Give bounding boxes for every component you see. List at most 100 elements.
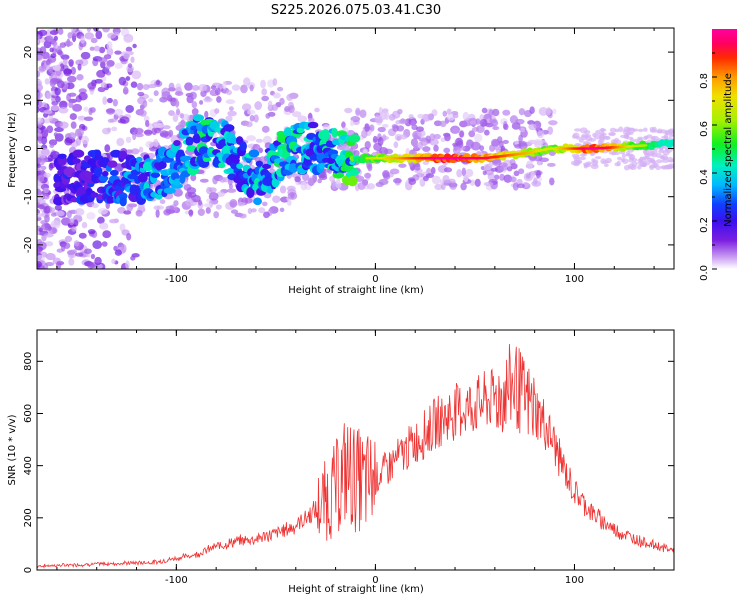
spectrogram-noise-cell <box>243 77 251 86</box>
spectrogram-noise-cell <box>70 28 77 32</box>
spectrogram-noise-cell <box>267 100 273 110</box>
spectrogram-noise-cell <box>276 86 284 92</box>
spectrogram-noise-cell <box>330 180 337 187</box>
spectrogram-noise-cell <box>90 37 98 44</box>
spectrogram-noise-cell <box>230 209 239 214</box>
spectrogram-noise-cell <box>621 158 629 164</box>
spectrogram-noise-cell <box>655 165 661 171</box>
spectrogram-noise-cell <box>389 168 400 175</box>
spectrogram-track-cell <box>322 129 329 137</box>
spectrogram-noise-cell <box>66 249 76 256</box>
spectrogram-noise-cell <box>272 195 281 203</box>
spectrogram-noise-cell <box>37 212 43 218</box>
spectrogram-track-cell <box>236 163 244 170</box>
spectrogram-noise-cell <box>197 208 205 217</box>
spectrogram-marks <box>37 28 674 269</box>
spectrogram-noise-cell <box>245 121 253 128</box>
spectrogram-noise-cell <box>490 138 501 147</box>
spectrogram-noise-cell <box>130 81 138 88</box>
spectrogram-track-cell <box>109 169 119 176</box>
spectrogram-track-cell <box>209 120 220 130</box>
spectrogram-ytick-label: 0 <box>23 145 34 151</box>
spectrogram-track-cell <box>239 141 247 152</box>
spectrogram-noise-cell <box>447 178 456 184</box>
spectrogram-noise-cell <box>101 241 108 247</box>
spectrogram-noise-cell <box>159 130 169 138</box>
spectrogram-noise-cell <box>456 169 463 178</box>
spectrogram-noise-cell <box>650 136 656 141</box>
spectrogram-noise-cell <box>78 88 87 94</box>
spectrogram-noise-cell <box>455 137 463 146</box>
spectrogram-noise-cell <box>58 100 68 110</box>
spectrogram-noise-cell <box>77 63 82 71</box>
spectrogram-track-cell <box>138 173 148 183</box>
spectrogram-noise-cell <box>147 83 157 89</box>
spectrogram-noise-cell <box>100 61 106 69</box>
spectrogram-noise-cell <box>130 255 136 261</box>
spectrogram-noise-cell <box>80 51 91 60</box>
spectrogram-noise-cell <box>594 156 602 160</box>
spectrogram-noise-cell <box>88 107 93 116</box>
spectrogram-ytick-label: -10 <box>23 189 34 205</box>
spectrogram-noise-cell <box>581 133 589 139</box>
spectrogram-noise-cell <box>168 82 175 91</box>
spectrogram-noise-cell <box>468 130 476 138</box>
spectrogram-noise-cell <box>459 130 465 138</box>
spectrogram-noise-cell <box>69 113 77 120</box>
spectrogram-noise-cell <box>37 238 43 245</box>
spectrogram-noise-cell <box>59 50 64 58</box>
spectrogram-noise-cell <box>446 108 452 115</box>
spectrogram-noise-cell <box>76 74 84 81</box>
spectrogram-noise-cell <box>204 110 209 119</box>
spectrogram-track-cell <box>186 145 197 152</box>
spectrogram-noise-cell <box>74 252 84 257</box>
spectrogram-noise-cell <box>112 98 118 107</box>
spectrogram-noise-cell <box>46 35 54 42</box>
spectrogram-noise-cell <box>123 210 132 215</box>
spectrogram-noise-cell <box>90 253 96 260</box>
spectrogram-track-cell <box>173 140 181 147</box>
spectrogram-noise-cell <box>414 163 421 171</box>
spectrogram-noise-cell <box>163 208 172 216</box>
spectrogram-noise-cell <box>503 110 510 116</box>
spectrogram-noise-cell <box>383 148 394 155</box>
spectrogram-noise-cell <box>361 129 368 139</box>
spectrogram-noise-cell <box>143 115 150 122</box>
spectrogram-noise-cell <box>443 147 451 154</box>
spectrogram-noise-cell <box>37 123 43 128</box>
spectrogram-noise-cell <box>130 56 135 63</box>
spectrogram-noise-cell <box>260 79 266 89</box>
spectrogram-noise-cell <box>349 120 355 127</box>
spectrogram-noise-cell <box>113 108 124 116</box>
spectrogram-noise-cell <box>430 166 436 175</box>
spectrogram-noise-cell <box>317 178 322 184</box>
spectrogram-noise-cell <box>126 203 134 212</box>
spectrogram-noise-cell <box>584 130 591 135</box>
colorbar-tick-label: 0.8 <box>699 73 710 89</box>
snr-xtick-label: -100 <box>165 575 188 586</box>
snr-ytick-label: 800 <box>23 352 34 371</box>
spectrogram-noise-cell <box>43 109 53 115</box>
spectrogram-noise-cell <box>382 108 389 113</box>
spectrogram-noise-cell <box>571 134 577 139</box>
spectrogram-noise-cell <box>548 120 558 126</box>
spectrogram-noise-cell <box>240 84 248 94</box>
spectrogram-noise-cell <box>511 164 518 170</box>
spectrogram-track-cell <box>98 175 109 182</box>
spectrogram-noise-cell <box>549 177 555 186</box>
spectrogram-noise-cell <box>344 107 353 114</box>
spectrogram-noise-cell <box>488 109 494 118</box>
spectrogram-noise-cell <box>145 119 150 128</box>
spectrogram-noise-cell <box>43 232 54 238</box>
spectrogram-noise-cell <box>372 135 378 143</box>
spectrogram-noise-cell <box>155 209 160 218</box>
spectrogram-noise-cell <box>111 126 118 132</box>
spectrogram-noise-cell <box>106 108 115 115</box>
spectrogram-noise-cell <box>621 153 626 159</box>
spectrogram-noise-cell <box>669 159 674 163</box>
spectrogram-noise-cell <box>139 109 147 117</box>
spectrogram-noise-cell <box>123 50 130 60</box>
spectrogram-noise-cell <box>433 133 441 140</box>
spectrogram-noise-cell <box>54 127 64 133</box>
spectrogram-noise-cell <box>225 99 236 105</box>
